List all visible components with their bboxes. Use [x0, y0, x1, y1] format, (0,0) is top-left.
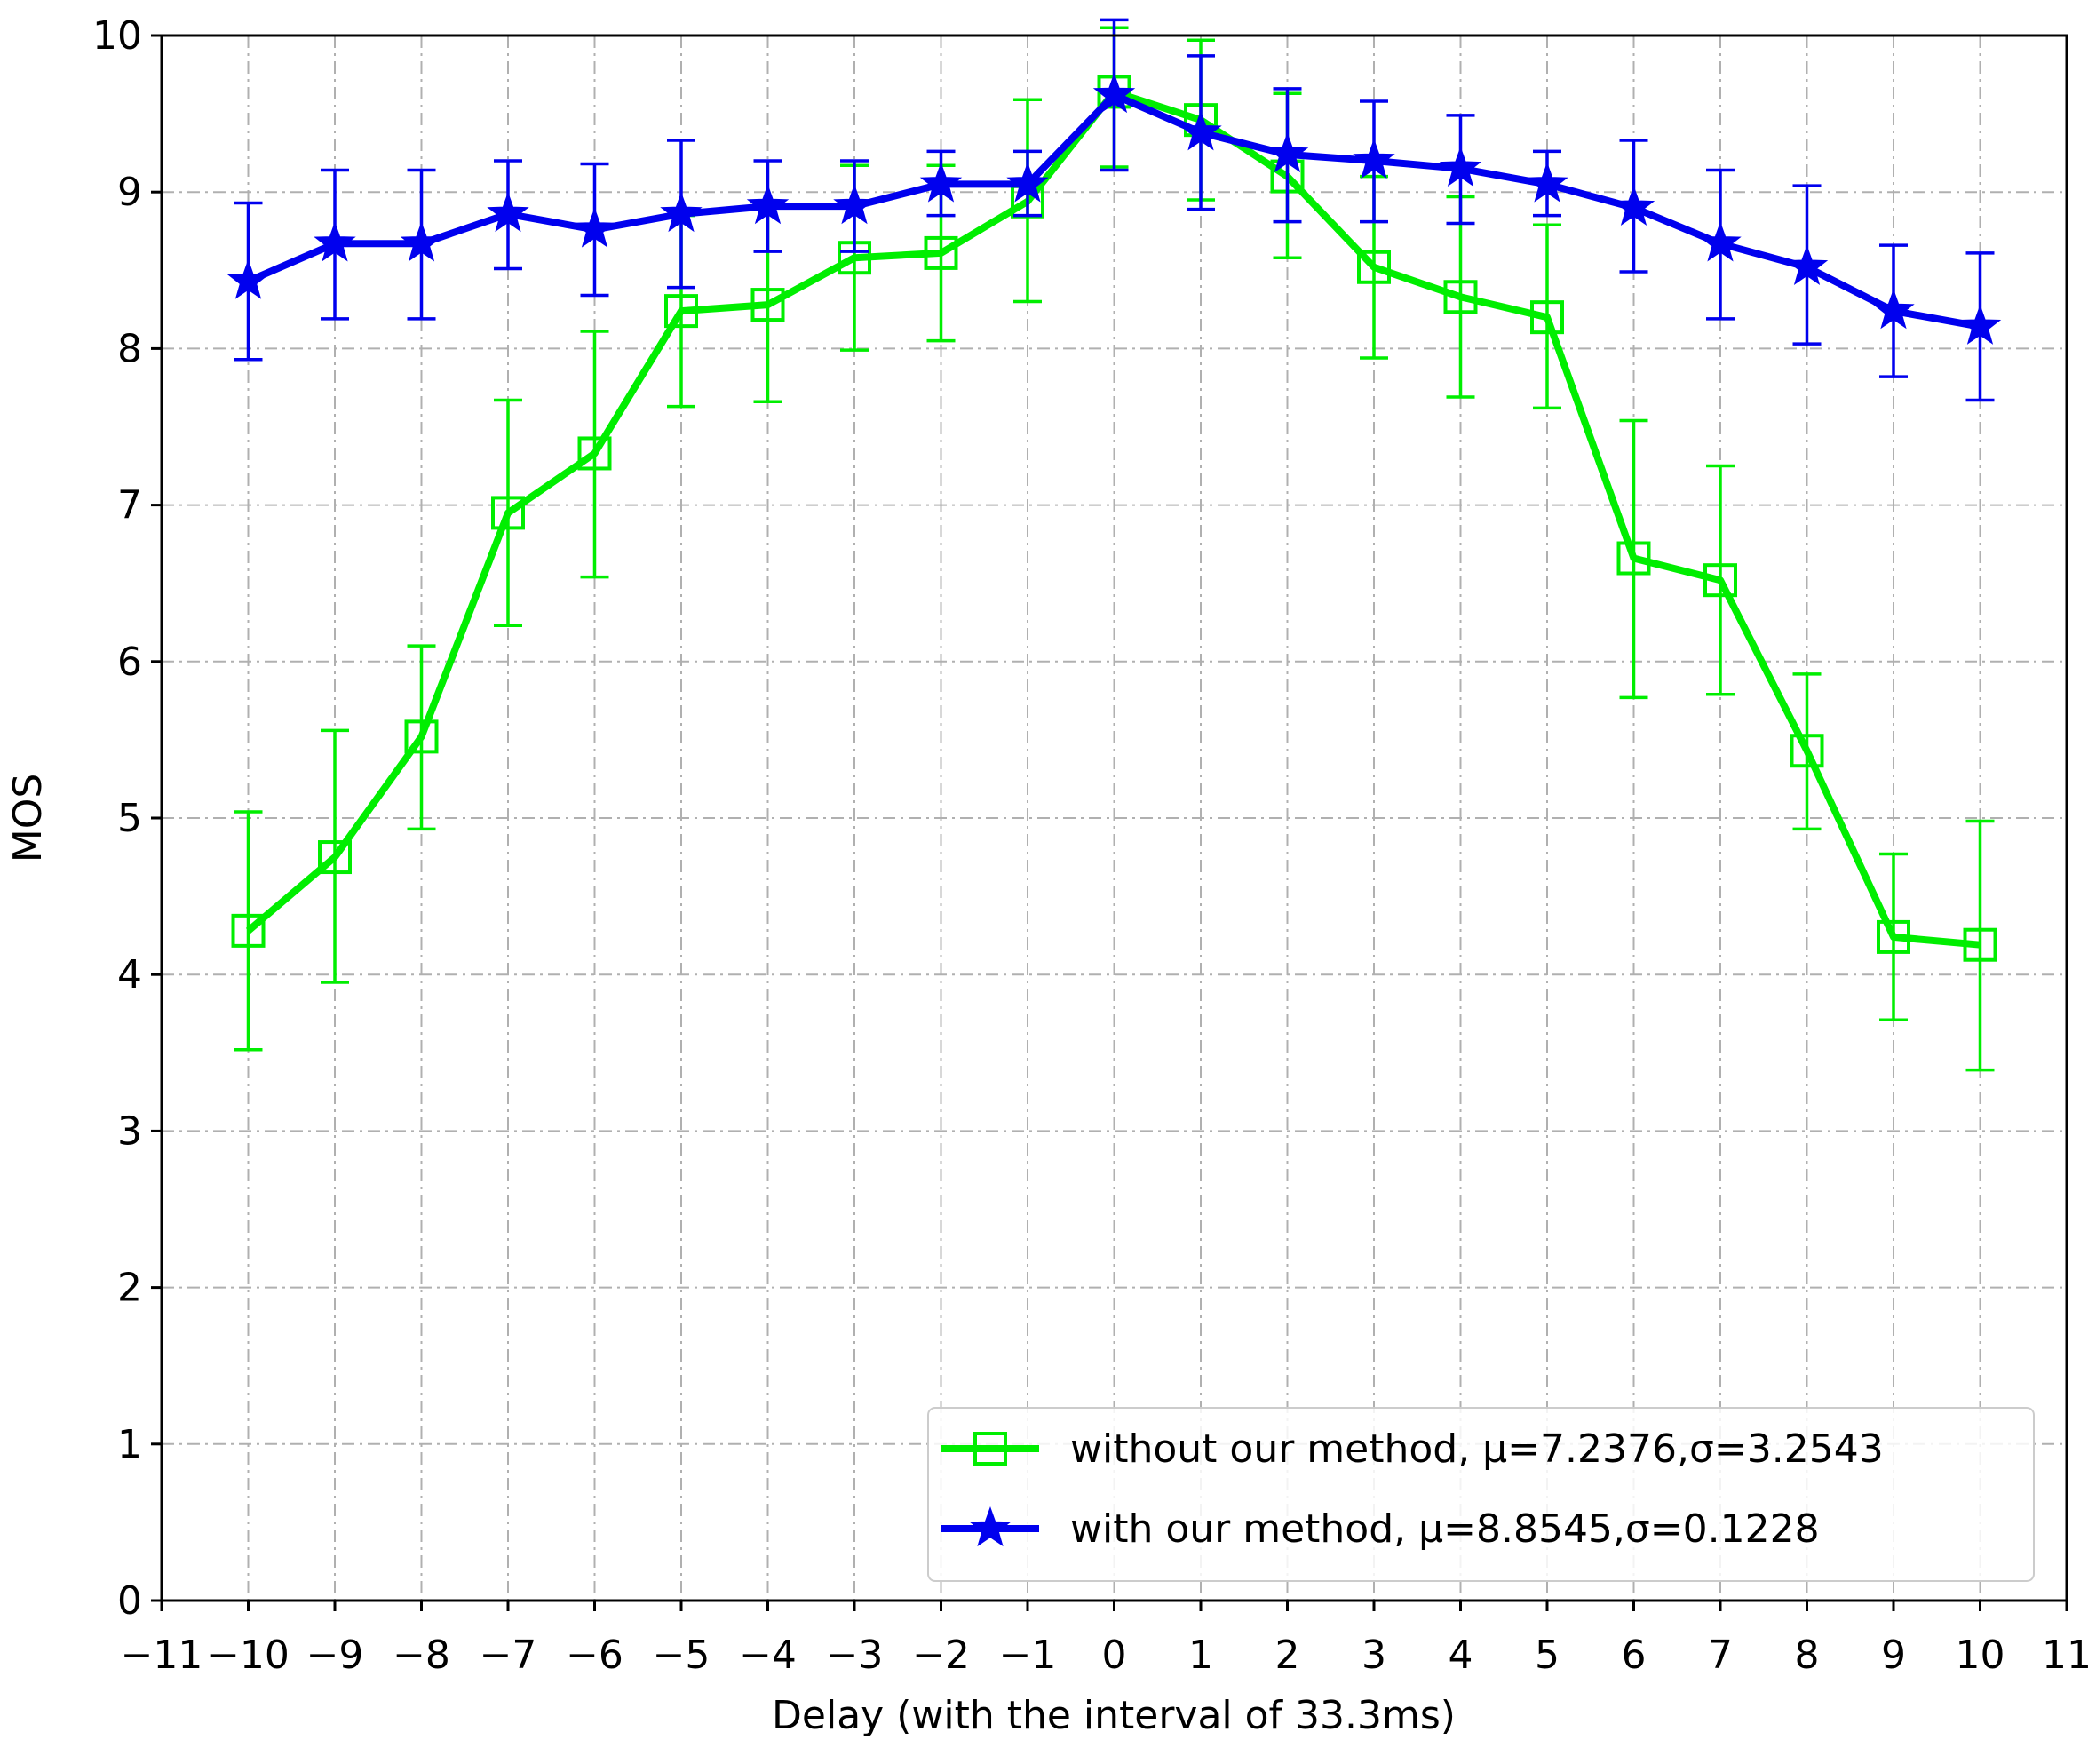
y-axis: 0 1 2 3 4 5 6 7 8 9 10: [92, 13, 162, 1624]
data-point: [750, 288, 785, 322]
data-point: [1699, 221, 1742, 262]
y-tick-label: 6: [117, 640, 142, 685]
data-point: [487, 191, 529, 233]
x-tick-label: −9: [306, 1633, 364, 1678]
y-tick-label: 0: [117, 1578, 142, 1624]
series-1: [226, 18, 2002, 402]
x-tick-label: −1: [999, 1633, 1057, 1678]
x-tick-label: −5: [653, 1633, 711, 1678]
data-point: [1439, 146, 1482, 187]
x-tick-label: 3: [1362, 1633, 1386, 1678]
data-point: [1357, 250, 1391, 284]
legend-marker: [969, 1506, 1012, 1547]
data-point: [1443, 280, 1478, 314]
legend-label-with-method: with our method, μ=8.8545,σ=0.1228: [1070, 1506, 1820, 1552]
data-point: [404, 719, 439, 754]
data-point: [1790, 734, 1824, 768]
data-point: [746, 184, 790, 225]
x-axis: −11 −10 −9 −8 −7 −6 −5 −4 −3 −2 −1 0 1 2 3 4 5 6 7 8 9 10 11: [121, 1601, 2092, 1678]
x-tick-label: 6: [1622, 1633, 1647, 1678]
legend-box: [927, 1407, 2035, 1582]
legend-swatch-with-method: [941, 1506, 1039, 1547]
data-point: [1703, 563, 1737, 598]
x-tick-label: 4: [1449, 1633, 1473, 1678]
data-point: [919, 162, 963, 203]
x-tick-label: 9: [1881, 1633, 1906, 1678]
data-point: [1006, 162, 1049, 203]
data-point: [1612, 185, 1655, 226]
data-point: [314, 221, 356, 262]
series-layer: [226, 18, 2002, 1072]
data-point: [1958, 304, 2002, 345]
y-tick-label: 5: [117, 796, 142, 841]
x-tick-label: 7: [1708, 1633, 1733, 1678]
legend-swatch-without-method: [941, 1432, 1039, 1466]
x-tick-label: −2: [912, 1633, 970, 1678]
y-tick-label: 9: [117, 170, 142, 215]
x-tick-label: −10: [207, 1633, 290, 1678]
data-point: [1872, 289, 1915, 330]
data-point: [1526, 162, 1568, 203]
y-tick-label: 10: [92, 13, 142, 59]
y-tick-label: 4: [117, 952, 142, 997]
data-point: [924, 235, 958, 270]
x-tick-label: −3: [826, 1633, 884, 1678]
data-point: [577, 436, 612, 471]
data-point: [1353, 139, 1395, 179]
x-tick-label: −4: [739, 1633, 797, 1678]
data-point: [1266, 131, 1309, 173]
x-tick-label: 11: [2042, 1633, 2092, 1678]
y-axis-label: MOS: [5, 774, 51, 863]
x-axis-label: Delay (with the interval of 33.3ms): [772, 1693, 1456, 1738]
x-tick-label: −11: [121, 1633, 203, 1678]
data-point: [491, 496, 525, 530]
x-tick-label: 1: [1188, 1633, 1213, 1678]
data-point: [664, 294, 698, 329]
data-point: [1877, 919, 1910, 954]
data-point: [1616, 541, 1651, 576]
y-tick-label: 2: [117, 1266, 142, 1311]
legend-marker: [973, 1432, 1007, 1466]
x-tick-label: 2: [1275, 1633, 1300, 1678]
data-point: [1179, 110, 1222, 151]
y-tick-label: 1: [117, 1422, 142, 1467]
legend: without our method, μ=7.2376,σ=3.2543 wi…: [927, 1407, 2035, 1582]
data-point: [400, 221, 443, 262]
data-point: [231, 913, 266, 948]
x-tick-label: −7: [480, 1633, 537, 1678]
data-point: [573, 207, 616, 248]
data-point: [660, 191, 703, 233]
x-tick-label: 0: [1102, 1633, 1127, 1678]
x-tick-label: 10: [1956, 1633, 2005, 1678]
data-point: [1785, 244, 1829, 285]
data-point: [1530, 300, 1564, 335]
y-tick-label: 8: [117, 326, 142, 371]
x-tick-label: 8: [1795, 1633, 1820, 1678]
y-tick-label: 7: [117, 483, 142, 528]
y-tick-label: 3: [117, 1108, 142, 1154]
x-tick-label: −6: [566, 1633, 623, 1678]
data-point: [226, 258, 270, 299]
x-tick-label: −8: [393, 1633, 450, 1678]
data-point: [1092, 73, 1136, 114]
data-point: [1963, 927, 1997, 962]
data-point: [833, 184, 876, 225]
legend-label-without-method: without our method, μ=7.2376,σ=3.2543: [1070, 1426, 1884, 1472]
data-point: [318, 840, 352, 875]
x-tick-label: 5: [1535, 1633, 1560, 1678]
